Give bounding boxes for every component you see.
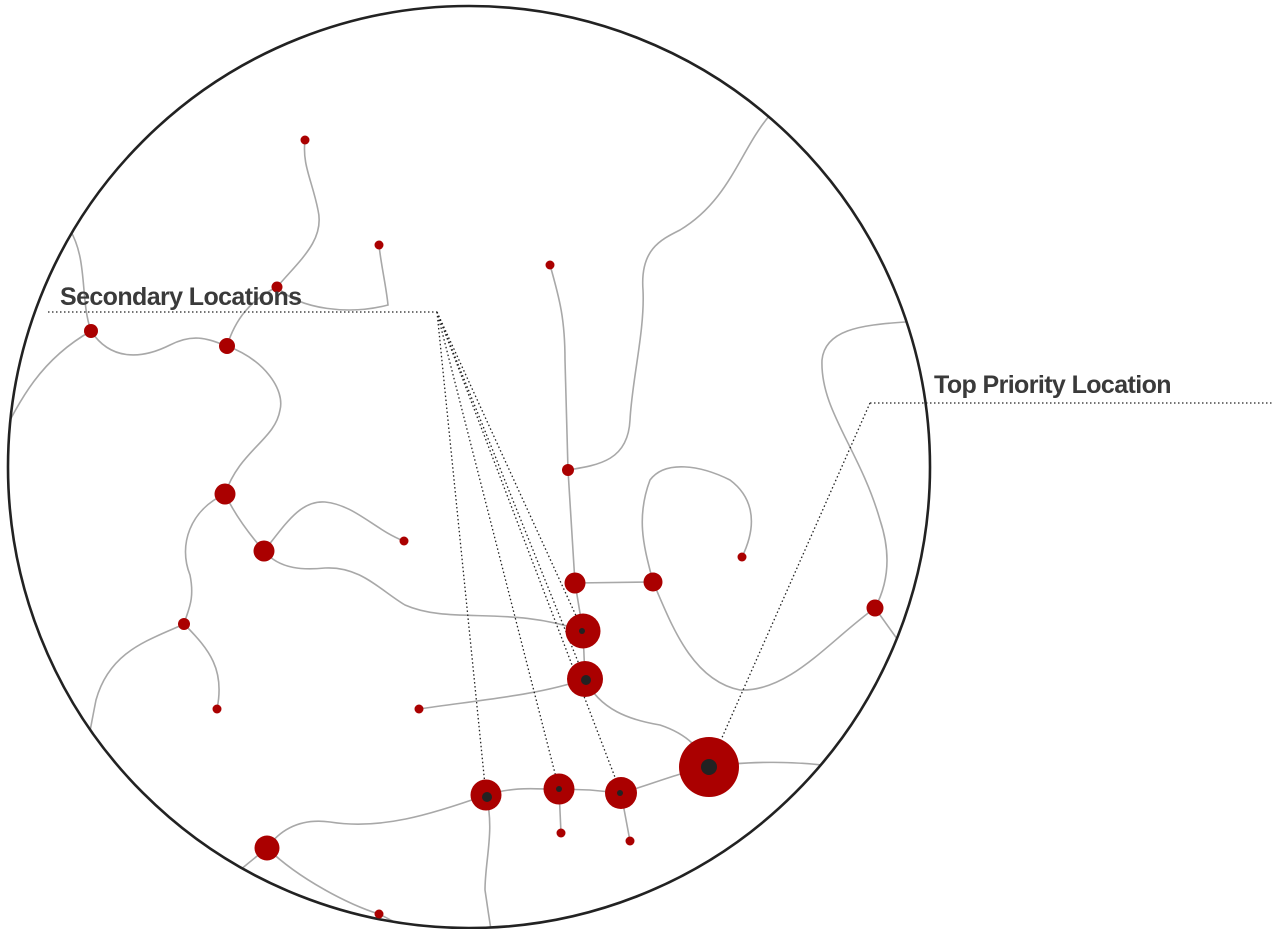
leader-lines — [48, 311, 1274, 796]
map-boundary-circle — [6, 4, 932, 929]
location-dot — [564, 572, 586, 594]
location-dot — [212, 704, 222, 714]
node-bottom-right — [605, 777, 637, 809]
road-segment — [276, 244, 389, 311]
location-dot — [219, 338, 235, 354]
hub-center — [567, 661, 603, 697]
road-segment — [266, 847, 421, 928]
node-bottom-left — [470, 779, 502, 811]
location-nodes — [84, 135, 884, 919]
road-segment — [224, 345, 282, 495]
road-segment — [549, 264, 569, 471]
location-dot — [562, 464, 574, 476]
road-segment — [418, 678, 586, 710]
road-segment — [484, 794, 493, 928]
road-segment — [641, 466, 753, 583]
road-segment — [79, 623, 185, 781]
top-priority-location-label: Top Priority Location — [934, 371, 1172, 399]
secondary-leader-to-node-bottom-mid — [436, 311, 560, 790]
secondary-leader-to-hub-center — [436, 311, 586, 680]
secondary-leader-to-node-bottom-right — [436, 311, 622, 794]
road-segment — [183, 623, 220, 710]
road-segment — [8, 330, 92, 441]
road-segment — [263, 501, 405, 552]
road-network — [8, 114, 906, 928]
location-dot — [178, 618, 190, 630]
road-segment — [226, 139, 320, 347]
location-dot — [556, 828, 566, 838]
node-bottom-mid — [543, 773, 575, 805]
secondary-leader-to-node-bottom-left — [436, 311, 487, 796]
location-dot — [84, 324, 98, 338]
location-dot — [399, 536, 409, 546]
road-segment — [567, 114, 771, 471]
hub-major — [679, 737, 739, 797]
road-segment — [263, 550, 584, 632]
location-dot — [866, 599, 884, 617]
secondary-leader-to-hub-north — [436, 311, 584, 632]
road-segment — [69, 229, 92, 332]
road-segment — [266, 794, 487, 849]
location-dot — [374, 909, 384, 919]
road-segment — [90, 330, 228, 356]
location-dot — [737, 552, 747, 562]
top-priority-leader-to-hub-major — [708, 402, 871, 768]
location-dot — [254, 835, 280, 861]
road-segment — [821, 321, 906, 609]
road-segment — [567, 469, 586, 680]
road-segment — [652, 581, 876, 691]
secondary-locations-label: Secondary Locations — [60, 283, 302, 311]
location-dot — [414, 704, 424, 714]
location-dot — [214, 483, 236, 505]
location-dot — [253, 540, 275, 562]
location-dot — [300, 135, 310, 145]
location-dot — [625, 836, 635, 846]
road-segment — [574, 581, 654, 584]
location-dot — [374, 240, 384, 250]
hub-north — [565, 613, 601, 649]
location-dot — [271, 281, 283, 293]
location-dot — [545, 260, 555, 270]
location-dot — [643, 572, 663, 592]
road-segment — [183, 493, 226, 625]
